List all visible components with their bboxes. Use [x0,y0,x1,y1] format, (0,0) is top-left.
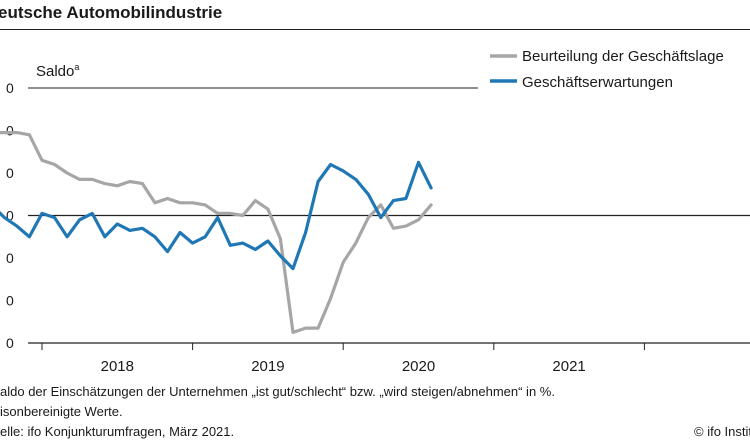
series-line-erwartungen [0,160,433,271]
y-tick-label: 0 [6,250,14,266]
y-tick-label: 0 [6,208,14,224]
y-tick-label: 0 [6,80,14,96]
copyright: © ifo Instit [694,424,750,439]
y-tick-label: 0 [6,293,14,309]
footnote-seasonal: isonbereinigte Werte. [0,404,123,419]
series-layer [0,131,433,334]
footnote-source: elle: ifo Konjunkturumfragen, März 2021. [0,424,235,439]
legend: Beurteilung der Geschäftslage Geschäftse… [490,48,724,91]
chart-title: eutsche Automobilindustrie [0,3,223,22]
y-tick-label: 0 [6,123,14,139]
x-tick-label: 2020 [402,358,435,375]
legend-label-lage: Beurteilung der Geschäftslage [522,48,724,65]
title-rule [0,29,750,30]
footnote-saldo: aldo der Einschätzungen der Unternehmen … [0,384,555,399]
x-tick-label: 2021 [552,358,585,375]
y-axis: 0 0 0 0 0 0 0 [6,80,14,351]
y-axis-label: Saldoa [36,62,79,80]
year-labels: 2018 2019 2020 2021 [101,358,586,375]
series-line-lage [0,131,433,334]
legend-label-erwartungen: Geschäftserwartungen [522,74,673,91]
y-tick-label: 0 [6,335,14,351]
x-tick-label: 2018 [101,358,134,375]
y-tick-label: 0 [6,165,14,181]
x-tick-label: 2019 [251,358,284,375]
x-axis [41,343,645,350]
